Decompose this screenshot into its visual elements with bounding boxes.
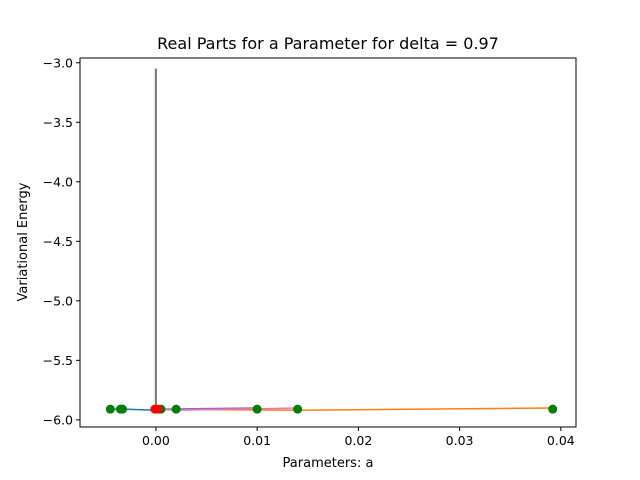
x-tick-label: 0.02	[344, 433, 372, 448]
y-tick-label: −4.0	[43, 174, 73, 189]
x-tick-label: 0.01	[243, 433, 271, 448]
y-tick-label: −3.5	[43, 115, 73, 130]
y-tick-label: −5.0	[43, 293, 73, 308]
data-point	[293, 404, 303, 414]
x-tick-label: 0.03	[446, 433, 474, 448]
axes-frame	[79, 57, 577, 428]
y-tick-label: −4.5	[43, 234, 73, 249]
highlight-point	[153, 404, 163, 414]
chart-title: Real Parts for a Parameter for delta = 0…	[157, 34, 499, 53]
y-tick-label: −5.5	[43, 353, 73, 368]
y-axis-label: Variational Energy	[16, 182, 31, 301]
data-point	[171, 404, 181, 414]
x-axis-label: Parameters: a	[283, 456, 374, 471]
data-point	[252, 404, 262, 414]
y-tick-label: −6.0	[43, 412, 73, 427]
data-point	[118, 404, 128, 414]
x-axis: 0.00 0.01 0.02 0.03 0.04	[142, 427, 575, 448]
data-point	[105, 404, 115, 414]
x-tick-label: 0.04	[547, 433, 575, 448]
y-axis: −3.0 −3.5 −4.0 −4.5 −5.0 −5.5 −6.0	[43, 55, 80, 427]
y-tick-label: −3.0	[43, 55, 73, 70]
data-point	[548, 404, 558, 414]
x-tick-label: 0.00	[142, 433, 170, 448]
